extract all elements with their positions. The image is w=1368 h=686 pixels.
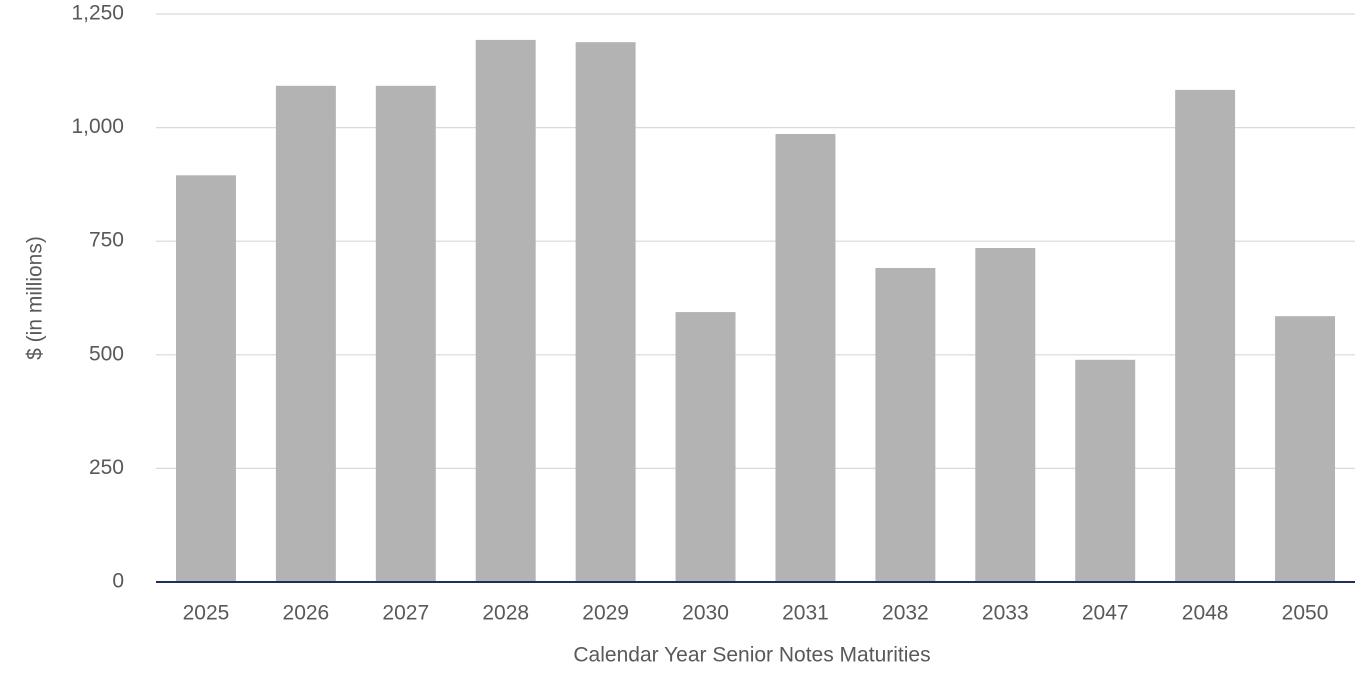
bar	[1175, 89, 1236, 583]
bar	[1075, 359, 1136, 582]
y-tick-label: 750	[89, 229, 124, 252]
x-tick-label: 2033	[982, 602, 1029, 625]
bar	[575, 42, 636, 583]
bar	[175, 175, 236, 582]
y-tick-label: 500	[89, 342, 124, 365]
bar	[475, 39, 536, 582]
x-tick-label: 2026	[283, 602, 330, 625]
bar	[675, 312, 736, 582]
x-tick-label: 2048	[1182, 602, 1229, 625]
bar	[775, 133, 836, 582]
bar	[1275, 316, 1336, 582]
y-tick-label: 0	[112, 570, 124, 593]
x-tick-label: 2031	[782, 602, 829, 625]
x-tick-label: 2047	[1082, 602, 1129, 625]
x-axis-label: Calendar Year Senior Notes Maturities	[573, 644, 930, 667]
bar	[275, 85, 336, 582]
x-tick-label: 2029	[582, 602, 629, 625]
x-tick-label: 2050	[1282, 602, 1329, 625]
y-tick-label: 1,000	[71, 115, 124, 138]
x-tick-label: 2028	[482, 602, 529, 625]
bar	[875, 268, 936, 582]
y-tick-label: 250	[89, 456, 124, 479]
x-tick-label: 2032	[882, 602, 929, 625]
bar	[375, 85, 436, 582]
y-axis-label: $ (in millions)	[24, 236, 47, 360]
x-tick-label: 2027	[382, 602, 429, 625]
x-tick-label: 2030	[682, 602, 729, 625]
bar	[975, 248, 1036, 583]
y-tick-label: 1,250	[71, 2, 124, 25]
x-tick-label: 2025	[183, 602, 230, 625]
